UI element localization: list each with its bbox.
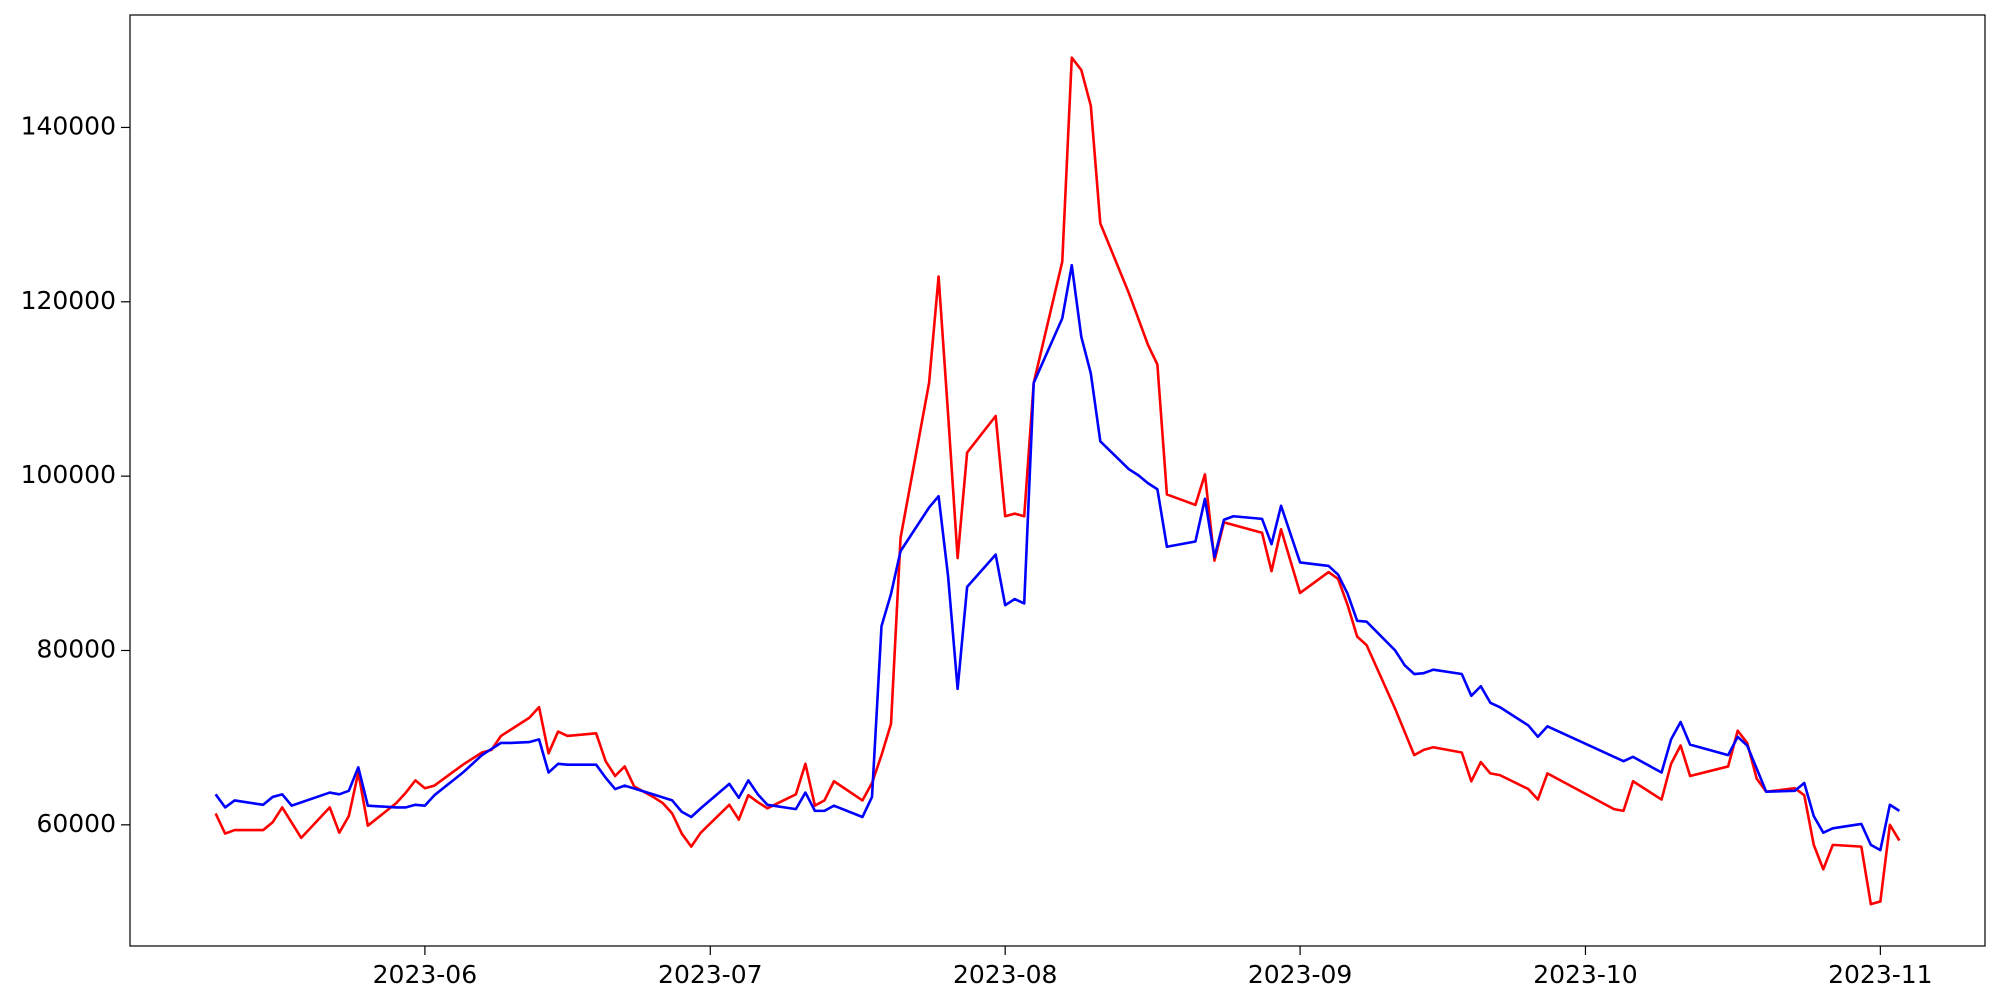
x-tick-label: 2023-11 bbox=[1828, 960, 1932, 989]
y-tick-label: 100000 bbox=[21, 460, 116, 489]
x-tick-label: 2023-10 bbox=[1533, 960, 1637, 989]
y-tick-label: 80000 bbox=[36, 634, 116, 663]
y-tick-label: 140000 bbox=[21, 111, 116, 140]
series-line bbox=[214, 56, 1901, 906]
x-tick-label: 2023-06 bbox=[373, 960, 477, 989]
series-line bbox=[214, 263, 1901, 852]
x-tick-label: 2023-07 bbox=[658, 960, 762, 989]
plot-frame bbox=[129, 14, 1986, 947]
y-tick-label: 120000 bbox=[21, 286, 116, 315]
x-tick-label: 2023-08 bbox=[953, 960, 1057, 989]
x-tick-label: 2023-09 bbox=[1248, 960, 1352, 989]
y-tick-label: 60000 bbox=[36, 809, 116, 838]
